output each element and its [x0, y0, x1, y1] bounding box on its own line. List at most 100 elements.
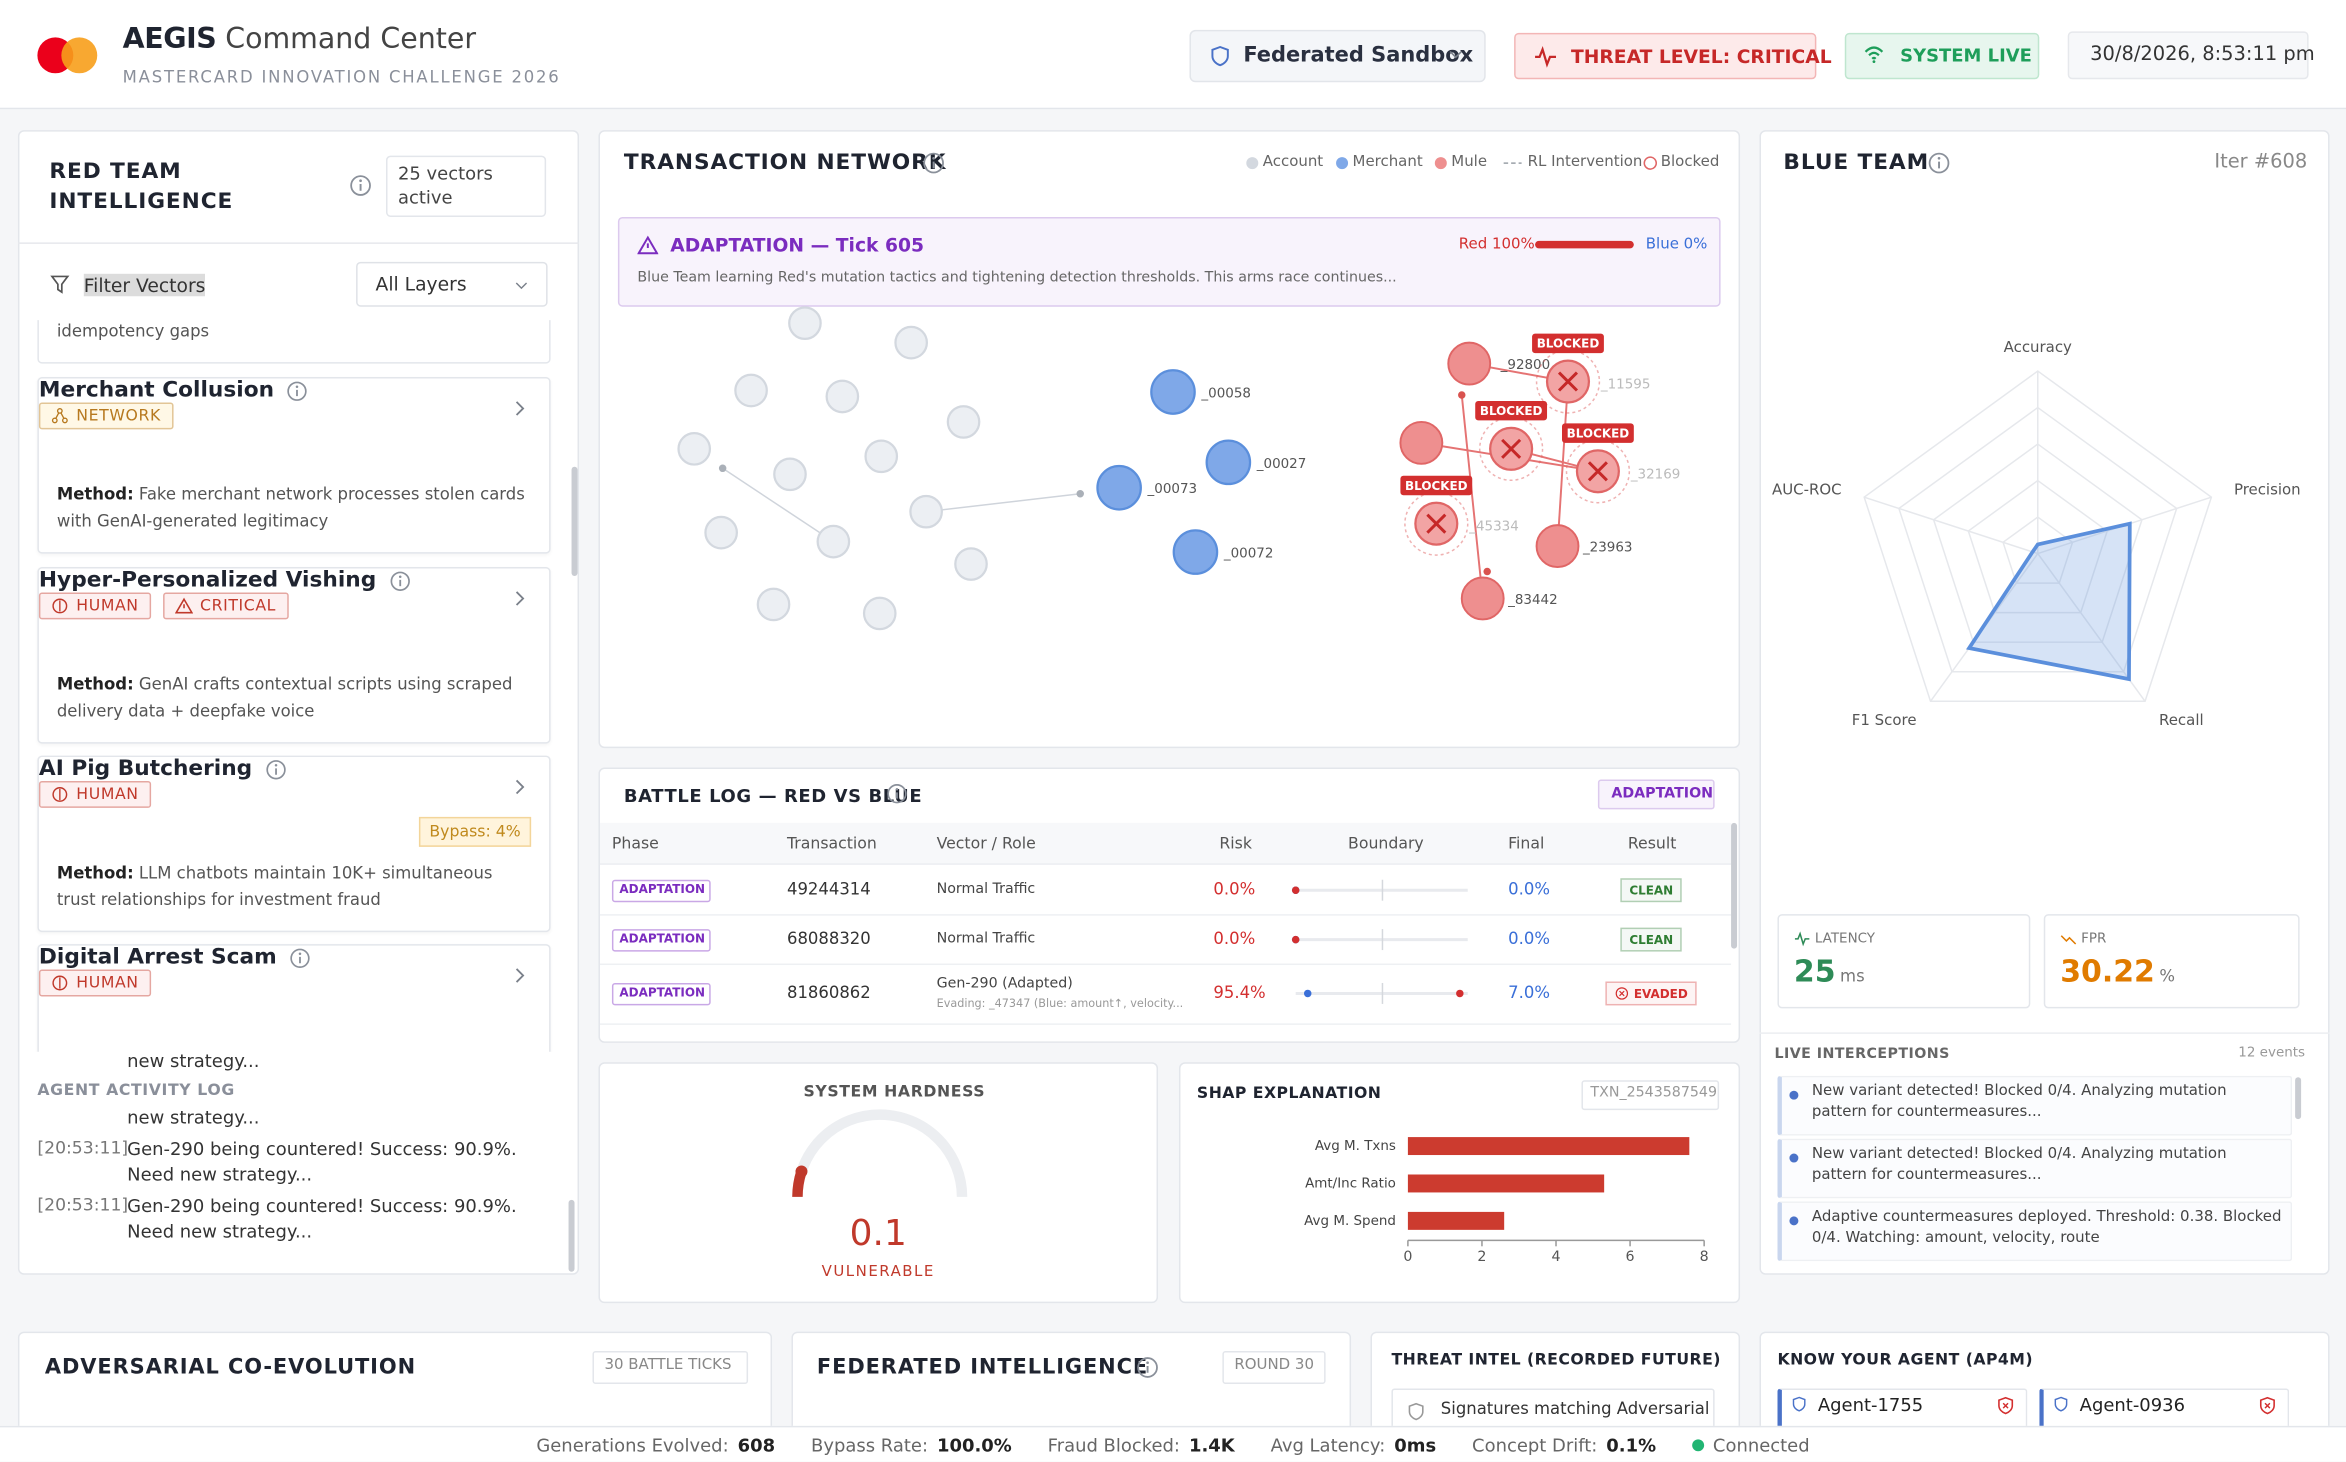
scrollbar	[571, 466, 578, 577]
info-icon[interactable]	[289, 946, 311, 968]
method: LLM chatbots maintain 10K+ simultaneous …	[56, 863, 493, 910]
bypass-badge: Bypass: 4%	[418, 816, 532, 847]
vector-card[interactable]: Digital Arrest Scam HUMAN	[37, 944, 551, 1052]
log-title: AGENT ACTIVITY LOG	[37, 1081, 235, 1100]
info-icon[interactable]	[886, 782, 908, 804]
app-title: AEGIS Command Center	[123, 22, 476, 55]
status-label: Fraud Blocked:	[1047, 1434, 1180, 1456]
chevron[interactable]	[509, 777, 530, 798]
datetime-box	[2067, 31, 2309, 80]
filter-icon[interactable]	[49, 274, 70, 295]
status-item: Concept Drift: 0.1%	[1472, 1434, 1656, 1455]
datetime: 30/8/2026, 8:53:11 pm	[2090, 43, 2315, 66]
interception-item	[1777, 1075, 2293, 1136]
tag-icon	[51, 407, 68, 424]
result-label: CLEAN	[1629, 883, 1674, 897]
connection-dot	[1691, 1438, 1704, 1451]
vector-name: Merchant Collusion	[38, 378, 275, 403]
final-value: 0.0%	[1508, 929, 1550, 949]
agent-id: Agent-0936	[2079, 1394, 2185, 1416]
environment-label: Federated Sandbox	[1243, 43, 1474, 68]
info-icon[interactable]	[1927, 151, 1951, 175]
layers-dropdown[interactable]	[356, 261, 548, 307]
metric-value: 30.22%	[2060, 953, 2175, 989]
badge	[592, 1351, 749, 1384]
vector-role: Gen-290 (Adapted)	[936, 975, 1073, 992]
log-text: new strategy...	[127, 1050, 260, 1072]
result-label: EVADED	[1633, 986, 1688, 1001]
card-title-row: Hyper-Personalized Vishing	[38, 568, 549, 593]
panel	[598, 767, 1741, 1043]
vector-card	[37, 320, 551, 364]
card-title-row: AI Pig Butchering	[39, 757, 549, 781]
tag-row: HUMAN CRITICAL	[38, 592, 549, 620]
vector-card[interactable]: Merchant Collusion NETWORK Method: Fake me…	[37, 377, 551, 554]
final-value: 0.0%	[1508, 879, 1550, 900]
panel-title: KNOW YOUR AGENT (AP4M)	[1777, 1351, 2034, 1369]
brand: AEGIS	[122, 22, 217, 56]
status-label: Generations Evolved:	[536, 1434, 729, 1456]
info-icon[interactable]	[1136, 1356, 1160, 1380]
status-item: Avg Latency: 0ms	[1271, 1434, 1437, 1455]
status-item: Bypass Rate: 100.0%	[811, 1434, 1012, 1455]
status-value: 608	[737, 1434, 776, 1456]
interception-text: Adaptive countermeasures deployed. Thres…	[1811, 1208, 2282, 1247]
metric-card	[1777, 914, 2031, 1009]
scrollbar	[1731, 822, 1738, 949]
dropdown-caret[interactable]	[1447, 45, 1465, 63]
chevron[interactable]	[509, 588, 530, 609]
status-value: 0ms	[1394, 1434, 1437, 1456]
column-header: Result	[1627, 834, 1677, 853]
shield-icon	[2054, 1396, 2068, 1412]
shield-icon	[1408, 1402, 1424, 1421]
interception-item	[1777, 1201, 2293, 1262]
method: Fake merchant network processes stolen c…	[56, 484, 525, 532]
column-header: Final	[1508, 834, 1545, 853]
log-time: [20:53:11]	[37, 1193, 129, 1215]
environment-dropdown[interactable]	[1189, 29, 1486, 83]
info-icon[interactable]	[286, 379, 308, 401]
divider	[17, 242, 580, 244]
legend-label: RL Intervention	[1527, 154, 1643, 171]
chevron[interactable]	[509, 965, 530, 986]
method-text: Method: GenAI crafts contextual scripts …	[57, 672, 528, 726]
transaction-id: 81860862	[786, 982, 871, 1003]
vector-role: Normal Traffic	[936, 881, 1036, 898]
info-icon[interactable]	[264, 758, 286, 780]
threat-level: THREAT LEVEL: CRITICAL	[1570, 44, 1832, 68]
dropdown-caret[interactable]	[513, 277, 529, 293]
txn-box	[1581, 1080, 1720, 1111]
intel-text: Signatures matching Adversarial	[1440, 1398, 1710, 1419]
column-header: Risk	[1219, 834, 1252, 853]
phase-badge	[611, 982, 711, 1006]
method: GenAI crafts contextual scripts using sc…	[56, 674, 513, 722]
iteration: Iter #608	[2214, 151, 2308, 174]
filter-input[interactable]: Filter Vectors	[83, 273, 206, 297]
red-share: Red 100%	[1458, 236, 1535, 253]
panel-title: BATTLE LOG — RED VS BLUE	[623, 785, 923, 807]
vector-name: Hyper-Personalized Vishing	[38, 568, 377, 593]
status-value: 100.0%	[936, 1434, 1012, 1456]
vector-card[interactable]: Hyper-Personalized Vishing HUMAN CRITICAL M…	[37, 567, 551, 744]
pulse-icon	[1535, 45, 1557, 68]
txn-id: TXN_2543587549	[1590, 1084, 1718, 1102]
adaptation-text: Blue Team learning Red's mutation tactic…	[637, 269, 1397, 286]
vector-name: Digital Arrest Scam	[38, 945, 277, 970]
risk-value: 0.0%	[1213, 879, 1256, 900]
tag-row: HUMAN	[38, 969, 549, 997]
scrollbar	[568, 1199, 575, 1272]
metric-card	[2043, 914, 2300, 1009]
final-value: 7.0%	[1508, 982, 1550, 1003]
panel-title: TRANSACTION NETWORK	[623, 151, 947, 176]
tag-icon	[52, 787, 68, 802]
tag-icon	[52, 598, 68, 614]
status-badge	[1844, 32, 2040, 80]
vector-card[interactable]: AI Pig Butchering HUMAN Bypass: 4% Method: …	[37, 755, 551, 933]
phase-badge	[611, 929, 711, 952]
chevron[interactable]	[509, 398, 530, 419]
info-icon[interactable]	[922, 151, 946, 175]
info-icon[interactable]	[388, 569, 410, 591]
gauge-value: 0.1	[849, 1211, 907, 1254]
info-icon[interactable]	[349, 174, 373, 198]
